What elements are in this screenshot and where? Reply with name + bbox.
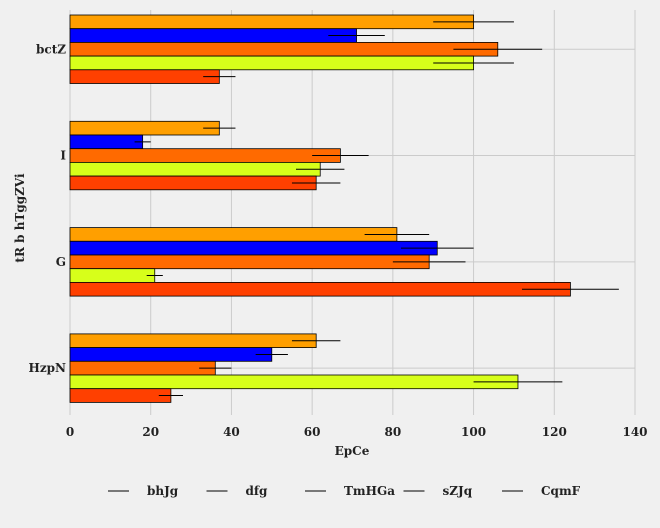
bar — [69, 388, 172, 403]
legend-label: sZJq — [443, 484, 473, 498]
y-tick-label: bctZ — [36, 42, 66, 56]
bar — [69, 42, 499, 57]
bar — [69, 14, 474, 30]
bar — [69, 55, 474, 71]
y-tick-label: G — [56, 255, 66, 269]
legend-item: dfg — [206, 484, 269, 498]
bar — [69, 148, 341, 163]
x-tick-label: 0 — [66, 425, 74, 439]
bar — [69, 347, 273, 362]
bars — [69, 14, 571, 403]
x-tick-label: 120 — [542, 425, 567, 439]
x-tick-label: 40 — [223, 425, 240, 439]
x-tick-labels: 0 20 40 60 80 100 120 140 — [66, 425, 648, 439]
bar — [69, 227, 398, 242]
y-tick-label: HzpN — [28, 361, 66, 375]
bar — [69, 161, 321, 177]
legend-label: bhJg — [147, 484, 179, 498]
x-tick-label: 80 — [385, 425, 402, 439]
y-tick-labels: bctZ I G HzpN — [28, 42, 66, 375]
legend-item: sZJq — [403, 484, 473, 498]
bar — [69, 69, 220, 84]
legend-label: dfg — [246, 484, 269, 498]
bar — [69, 281, 571, 297]
bar — [69, 254, 430, 270]
bar — [69, 374, 519, 390]
legend: bhJg dfg TmHGa sZJq CqmF — [108, 484, 581, 498]
y-axis-title: tR b hTggZVi — [13, 173, 27, 263]
bar — [69, 134, 144, 150]
legend-item: CqmF — [502, 484, 581, 498]
bar — [69, 268, 156, 283]
legend-label: CqmF — [541, 484, 581, 498]
x-tick-label: 60 — [304, 425, 321, 439]
x-tick-label: 20 — [142, 425, 159, 439]
bar — [69, 120, 220, 136]
error-bars — [134, 21, 619, 397]
legend-label: TmHGa — [344, 484, 395, 498]
bar — [69, 175, 317, 191]
bar — [69, 240, 438, 256]
bar — [69, 360, 216, 376]
legend-item: TmHGa — [305, 484, 395, 498]
x-tick-label: 100 — [461, 425, 486, 439]
x-tick-label: 140 — [622, 425, 647, 439]
bar — [69, 28, 357, 43]
y-tick-label: I — [60, 149, 66, 163]
legend-item: bhJg — [108, 484, 179, 498]
bar — [69, 333, 317, 348]
x-axis-title: EpCe — [335, 444, 370, 458]
